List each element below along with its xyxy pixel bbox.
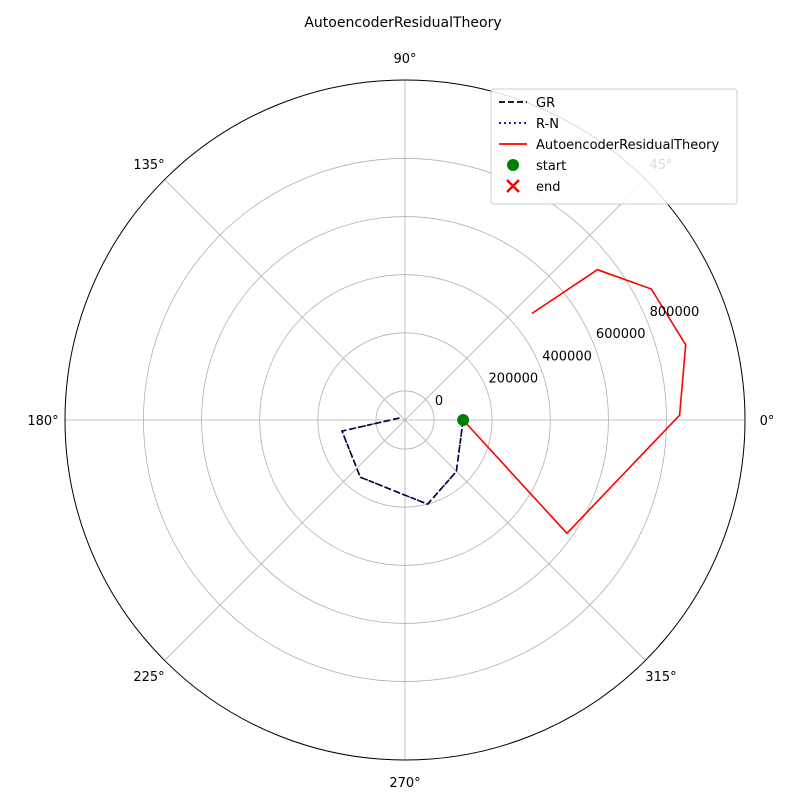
r-tick-label: 400000 (542, 349, 592, 364)
theta-tick-label: 225° (133, 670, 164, 685)
theta-tick-label: 135° (133, 158, 164, 173)
r-gridline (201, 216, 609, 624)
theta-tick-label: 270° (389, 776, 420, 791)
theta-tick-label: 180° (27, 414, 58, 429)
legend-label: end (536, 180, 561, 195)
polar-grid (64, 79, 746, 761)
marker-start (457, 414, 470, 426)
legend-label: GR (536, 96, 555, 111)
series-line (340, 417, 464, 506)
theta-tick-label: 90° (393, 52, 416, 67)
legend-label: AutoencoderResidualTheory (536, 138, 719, 153)
series-line (462, 268, 687, 535)
r-tick-label: 0 (435, 394, 443, 409)
r-gridline (143, 158, 667, 682)
legend-box (490, 88, 738, 205)
legend-label: R-N (536, 117, 559, 132)
legend-swatch (507, 159, 519, 171)
chart-title: AutoencoderResidualTheory (304, 15, 501, 31)
theta-gridline (164, 419, 406, 661)
tick-labels: 02000004000006000008000000°45°90°135°180… (27, 52, 774, 791)
theta-gridline (404, 179, 646, 421)
legend: GR R-N AutoencoderResidualTheory start end (490, 88, 738, 205)
data-lines (340, 268, 687, 535)
polar-frame (64, 79, 746, 761)
legend-label: start (536, 159, 566, 174)
theta-gridline (164, 179, 406, 421)
theta-gridline (404, 419, 646, 661)
r-tick-label: 600000 (596, 327, 646, 342)
theta-tick-label: 315° (645, 670, 676, 685)
r-gridline (259, 274, 551, 566)
series-line (340, 417, 464, 506)
r-tick-label: 800000 (650, 305, 700, 320)
r-tick-label: 200000 (489, 372, 539, 387)
legend-swatch (506, 179, 520, 193)
r-gridline (317, 332, 493, 508)
r-gridline (375, 390, 435, 450)
theta-tick-label: 0° (760, 414, 775, 429)
